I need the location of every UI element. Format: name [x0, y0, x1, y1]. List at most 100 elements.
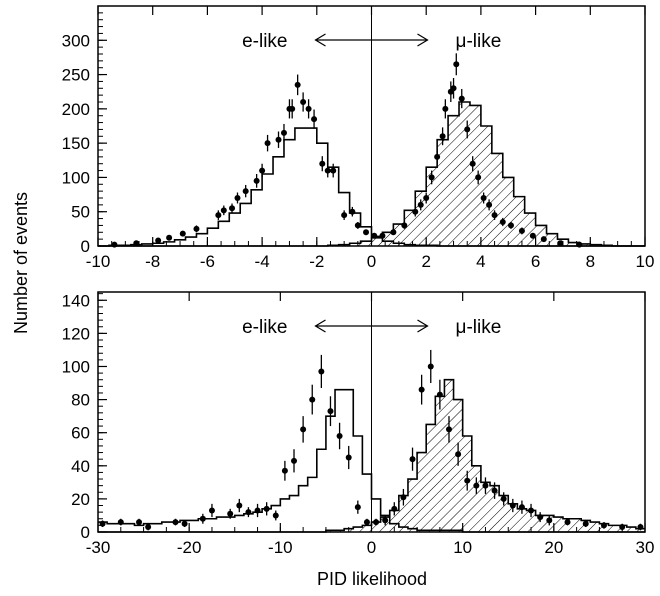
bottom-data-point	[336, 433, 343, 439]
bottom-data-point	[482, 482, 489, 489]
top-data-point	[179, 230, 186, 237]
bottom-data-point	[518, 504, 525, 511]
bottom-y-tick-label: 60	[71, 424, 90, 443]
bottom-mu-like-label: μ-like	[456, 317, 502, 338]
top-data-point	[354, 222, 361, 229]
top-y-tick-label: 100	[62, 168, 90, 187]
bottom-x-tick-label: 20	[544, 538, 563, 557]
bottom-x-tick-label: -10	[268, 538, 293, 557]
top-data-point	[220, 207, 227, 214]
bottom-data-point	[199, 515, 206, 522]
top-data-point	[379, 232, 386, 239]
bottom-data-point	[409, 456, 416, 463]
top-x-tick-label: 8	[586, 252, 595, 271]
bottom-data-point	[172, 519, 179, 526]
top-data-point	[458, 95, 465, 102]
top-data-point	[215, 212, 222, 219]
top-data-point	[305, 105, 312, 112]
top-data-point	[439, 133, 446, 140]
bottom-data-point	[582, 520, 589, 527]
bottom-data-point	[637, 524, 644, 531]
top-data-point	[324, 167, 331, 174]
bottom-data-point	[464, 477, 471, 484]
top-arrow-right-head	[417, 33, 429, 47]
top-data-point	[289, 105, 296, 112]
bottom-data-point	[500, 495, 507, 502]
top-x-tick-label: -4	[255, 252, 270, 271]
bottom-x-tick-label: -20	[177, 538, 202, 557]
top-data-point	[491, 212, 498, 219]
bottom-data-point	[455, 451, 462, 458]
top-y-tick-label: 200	[62, 100, 90, 119]
top-data-point	[253, 177, 260, 184]
bottom-data-point	[272, 512, 279, 519]
bottom-data-point	[382, 517, 389, 524]
bottom-data-point	[136, 519, 143, 526]
top-y-tick-label: 150	[62, 134, 90, 153]
bottom-x-tick-label: -30	[86, 538, 111, 557]
top-arrow-left-head	[314, 33, 326, 47]
top-data-point	[518, 227, 525, 234]
top-y-tick-label: 0	[81, 237, 90, 256]
bottom-panel: -30 -20 -10 0 10 20 30 0 20 40 60 80 100 120 140 e-like…	[62, 291, 655, 557]
bottom-y-tick-label: 0	[81, 523, 90, 542]
top-mu-like-label: μ-like	[456, 31, 502, 52]
top-x-tick-label: -6	[200, 252, 215, 271]
top-x-tick-label: -2	[309, 252, 324, 271]
bottom-data-point	[400, 494, 407, 501]
bottom-data-point	[245, 509, 252, 516]
top-data-point	[428, 174, 435, 181]
bottom-arrow-left-head	[314, 319, 326, 333]
top-data-point	[401, 222, 408, 229]
bottom-data-point	[281, 467, 288, 474]
top-data-point	[499, 219, 506, 225]
bottom-data-point	[373, 519, 380, 526]
top-data-point	[311, 116, 318, 123]
top-data-point	[259, 167, 266, 174]
bottom-x-tick-label: 10	[453, 538, 472, 557]
top-x-tick-label: 10	[636, 252, 655, 271]
top-mu-like-hatch-fill	[98, 102, 645, 246]
top-data-point	[155, 237, 162, 244]
top-data-point	[423, 195, 430, 201]
bottom-data-point	[300, 426, 307, 433]
top-data-point	[464, 126, 471, 133]
bottom-data-point	[546, 517, 553, 524]
top-data-point	[280, 129, 287, 136]
top-data-point	[371, 232, 378, 239]
bottom-data-point	[537, 514, 544, 521]
bottom-y-tick-label: 100	[62, 357, 90, 376]
top-data-point	[469, 160, 476, 167]
top-data-point	[417, 201, 424, 208]
bottom-data-point	[208, 507, 215, 514]
top-data-point	[193, 225, 200, 232]
bottom-data-point	[391, 505, 398, 512]
top-data-point	[319, 160, 326, 167]
top-x-tick-label: 2	[421, 252, 430, 271]
top-data-point	[390, 229, 397, 236]
bottom-data-point	[117, 519, 124, 526]
bottom-data-point	[491, 487, 498, 494]
top-data-point	[480, 195, 487, 201]
top-data-point	[229, 205, 236, 212]
top-data-point	[507, 222, 514, 229]
top-data-point	[540, 236, 547, 243]
bottom-x-tick-label: 30	[636, 538, 655, 557]
bottom-data-point	[318, 368, 325, 375]
bottom-data-point	[509, 502, 516, 509]
top-data-point	[453, 61, 460, 68]
top-data-point	[450, 85, 457, 92]
bottom-data-point	[473, 482, 480, 489]
bottom-y-tick-label: 140	[62, 291, 90, 310]
top-x-tick-label: 0	[367, 252, 376, 271]
top-x-tick-label: 4	[476, 252, 485, 271]
top-data-point	[363, 229, 370, 236]
top-data-point	[475, 174, 482, 181]
bottom-y-tick-label: 120	[62, 324, 90, 343]
top-data-point	[341, 212, 348, 219]
top-data-point	[300, 99, 307, 105]
top-data-point	[412, 208, 419, 215]
top-x-tick-label: 6	[531, 252, 540, 271]
bottom-data-point	[445, 426, 452, 433]
